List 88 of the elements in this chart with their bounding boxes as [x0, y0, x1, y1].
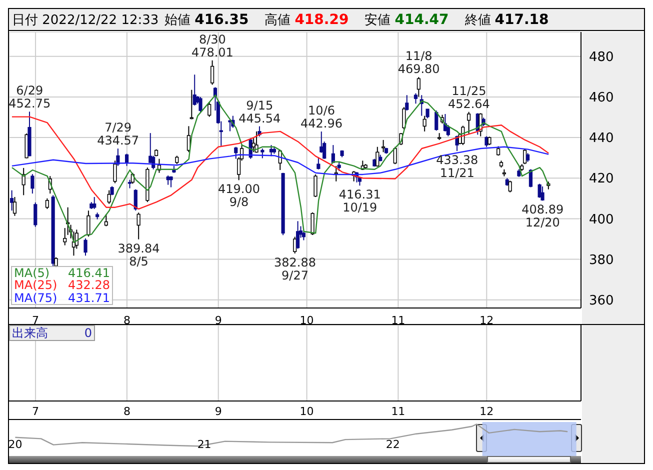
y-tick-label: 440	[589, 131, 614, 146]
x-tick-label: 11	[391, 314, 406, 327]
candlestick	[113, 160, 117, 184]
candlestick	[310, 212, 314, 236]
candlestick	[528, 168, 533, 188]
candlestick	[434, 110, 438, 132]
x-tick-label: 10	[300, 314, 314, 327]
annotation: 10/6 442.96	[300, 104, 343, 131]
candlestick	[136, 212, 140, 240]
text: 414.47	[394, 12, 449, 28]
candlestick	[92, 196, 96, 210]
candlestick	[382, 139, 386, 153]
candlestick	[190, 89, 194, 120]
annotation: 416.41	[68, 266, 110, 280]
candlestick	[508, 180, 512, 193]
annotation: 7/29 434.57	[97, 120, 140, 148]
annotation: 11/25 452.64	[448, 84, 490, 111]
candlestick	[12, 196, 17, 216]
candlestick	[414, 92, 418, 104]
candlestick	[523, 148, 527, 165]
x-tick-label: 7	[32, 314, 40, 327]
candlestick	[314, 174, 318, 198]
annotation: 6/29 452.75	[8, 84, 51, 111]
annotation: 408.89 12/20	[522, 202, 564, 230]
x-tick-label: 21	[197, 438, 212, 451]
candlestick	[540, 186, 544, 202]
candlestick	[198, 96, 202, 113]
candlestick	[405, 94, 409, 112]
annotation: 389.84 8/5	[118, 241, 160, 268]
candlestick	[208, 102, 212, 118]
annotation: 432.28	[68, 278, 110, 292]
annotation: 11/8 469.80	[398, 49, 440, 76]
candlestick	[104, 214, 108, 227]
candlestick	[467, 111, 471, 134]
x-tick-label: 9	[214, 314, 222, 327]
candlestick	[296, 220, 300, 250]
y-tick-label: 400	[589, 212, 614, 228]
candlestick	[63, 228, 67, 246]
candlestick	[254, 130, 258, 154]
y-tick-label: 460	[589, 90, 614, 106]
candlestick	[192, 74, 196, 106]
candlestick	[416, 76, 420, 98]
candlestick	[376, 146, 380, 168]
candlestick	[393, 146, 397, 165]
candlestick	[260, 148, 264, 159]
annotation: 431.71	[68, 290, 110, 304]
candlestick	[134, 188, 138, 212]
annotation: 9/15 445.54	[238, 98, 281, 126]
candlestick	[45, 198, 49, 210]
candlestick	[34, 202, 38, 228]
candlestick	[402, 106, 406, 130]
text: 高値	[264, 13, 291, 28]
annotation: 419.00 9/8	[218, 182, 260, 210]
text: 終値	[464, 13, 491, 28]
text: 418.29	[294, 12, 349, 28]
y-tick-label: 360	[589, 293, 614, 308]
candlestick	[84, 238, 88, 256]
candlestick	[234, 146, 238, 160]
candlestick	[316, 156, 320, 170]
text: 417.18	[494, 12, 549, 28]
text: MA(25)	[14, 278, 58, 292]
candlestick	[422, 115, 426, 132]
x-tick-label: 12	[480, 314, 494, 327]
text: 416.35	[194, 12, 249, 28]
candlestick	[86, 210, 90, 238]
y-tick-label: 380	[589, 252, 614, 268]
text: MA(75)	[14, 290, 58, 304]
annotation: 416.31 10/19	[338, 188, 381, 215]
x-tick-label: 20	[8, 438, 22, 451]
y-tick-label: 420	[589, 172, 614, 187]
volume-panel: 7 8 9 10 11 12 出来高 0	[9, 324, 644, 419]
candlestick	[10, 190, 14, 212]
chart-title: 日付 2022/12/22 12:33	[12, 13, 159, 28]
annotation: 382.88 9/27	[274, 255, 316, 282]
candlestick	[30, 174, 34, 194]
candlestick	[107, 190, 111, 204]
x-tick-label: 22	[386, 438, 400, 451]
candlestick	[124, 153, 129, 166]
candlestick	[334, 165, 338, 182]
text: 安値	[364, 13, 391, 28]
text: MA(5)	[14, 266, 50, 280]
text: 始値	[164, 13, 191, 28]
annotation: 433.38 11/21	[436, 152, 478, 180]
y-tick-label: 480	[589, 50, 614, 65]
candlestick	[426, 108, 430, 119]
candlestick	[210, 60, 214, 86]
x-tick-label: 8	[123, 314, 130, 327]
annotation: 8/30 478.01	[191, 32, 234, 60]
